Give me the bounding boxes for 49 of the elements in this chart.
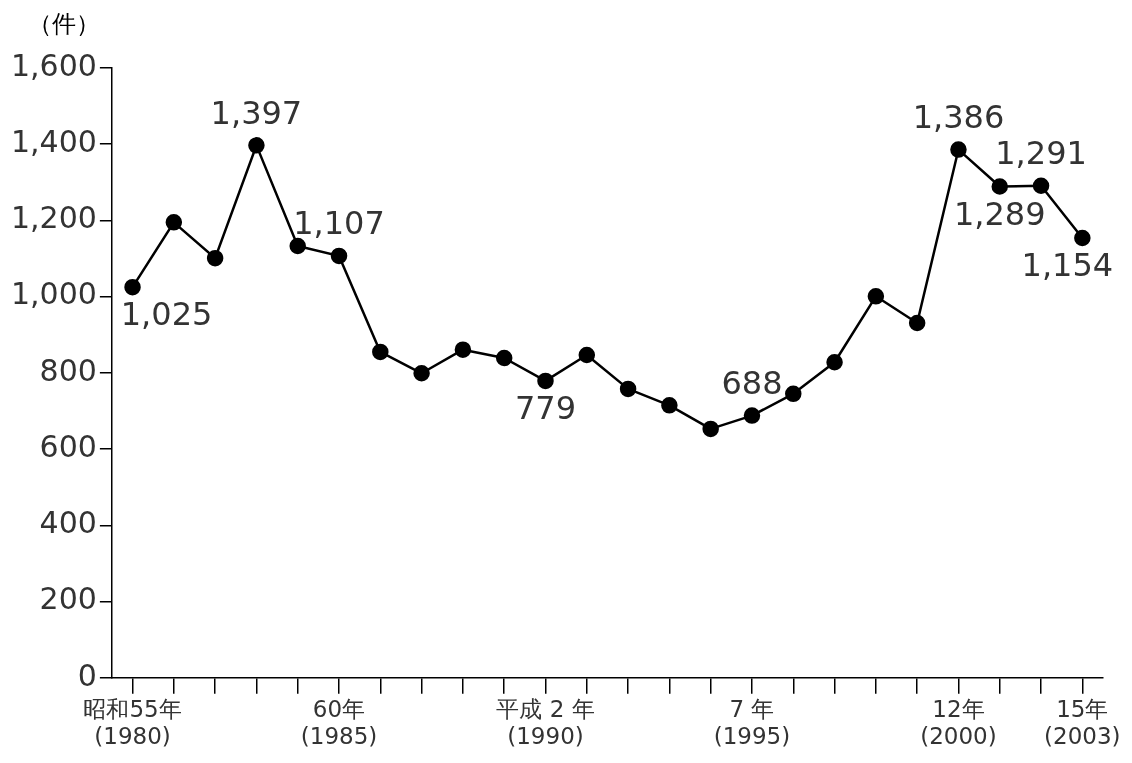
point [950,141,967,158]
x-tick-label: 昭和55年 (1980) [83,695,182,750]
point [165,214,183,231]
y-tick-label: 800 [39,352,97,388]
data-label: 1,025 [120,295,213,334]
point [206,249,224,267]
y-tick-label: 1,600 [10,47,97,83]
point [495,349,513,367]
point [991,178,1008,195]
data-label: 1,397 [210,93,303,132]
point [454,341,472,358]
point [413,365,430,382]
y-axis-title: （件） [28,10,100,39]
x-tick-label: 平成 2 年 (1990) [496,695,595,750]
x-tick-label: 60年 (1985) [300,695,378,750]
x-tick-label: 7 年 (1995) [713,695,791,750]
data-label: 1,107 [293,204,385,243]
x-tick-label: 12年 (2000) [920,695,997,750]
data-label: 1,289 [953,194,1046,233]
y-tick-label: 200 [39,581,97,617]
y-tick-label: 400 [39,505,97,541]
point [826,353,843,371]
point [1074,229,1091,247]
point [661,397,678,414]
point [1032,177,1050,195]
y-tick-label: 1,000 [10,276,97,312]
point [578,346,596,364]
point [124,278,141,296]
point [619,380,637,398]
point [330,247,348,265]
point [867,288,885,305]
data-label: 779 [514,389,577,428]
y-tick-label: 600 [39,428,97,464]
point [248,137,265,154]
point [537,372,554,390]
point [743,407,761,424]
point [372,343,389,361]
x-tick-label: 15年 (2003) [1044,695,1121,750]
data-label: 1,291 [995,134,1087,173]
point [785,385,802,403]
y-tick-label: 0 [77,657,97,693]
point [908,314,926,332]
data-label: 688 [721,363,783,402]
point [702,420,719,438]
point [289,237,306,255]
data-label: 1,386 [912,97,1005,136]
y-tick-label: 1,400 [10,124,97,160]
y-tick-label: 1,200 [10,200,97,236]
data-label: 1,154 [1021,246,1114,285]
